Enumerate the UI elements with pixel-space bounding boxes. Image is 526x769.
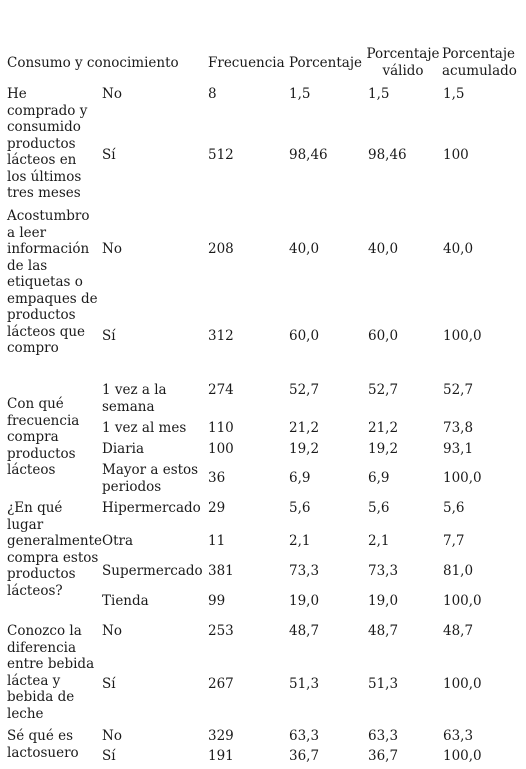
row-porcentaje: 21,2 (289, 420, 320, 436)
row-valido: 21,2 (368, 420, 399, 436)
row-acumulado: 5,6 (443, 500, 465, 516)
row-acumulado: 7,7 (443, 533, 465, 549)
row-porcentaje: 19,2 (289, 441, 320, 457)
row-option: Supermercado (102, 563, 203, 579)
row-option: 1 vez al mes (102, 420, 187, 436)
row-frecuencia: 381 (208, 563, 234, 579)
row-valido: 2,1 (368, 533, 390, 549)
row-valido: 19,0 (368, 593, 399, 609)
row-acumulado: 100,0 (443, 328, 482, 344)
row-valido: 5,6 (368, 500, 390, 516)
row-frecuencia: 253 (208, 623, 234, 639)
row-acumulado: 81,0 (443, 563, 474, 579)
row-porcentaje: 98,46 (289, 147, 328, 163)
group-label: ¿En qué lugar generalmente compra estos … (7, 500, 103, 599)
row-option: Hipermercado (102, 500, 201, 516)
row-porcentaje: 48,7 (289, 623, 320, 639)
row-frecuencia: 11 (208, 533, 226, 549)
header-porcentaje-valido: Porcentaje válido (366, 46, 440, 79)
row-frecuencia: 99 (208, 593, 226, 609)
row-option: Sí (102, 748, 116, 764)
row-option: Diaria (102, 441, 145, 457)
row-valido: 73,3 (368, 563, 399, 579)
group-label: He comprado y consumido productos lácteo… (7, 86, 88, 201)
row-valido: 51,3 (368, 676, 399, 692)
row-acumulado: 48,7 (443, 623, 474, 639)
row-frecuencia: 191 (208, 748, 234, 764)
row-option: Mayor a estos periodos (102, 462, 199, 495)
group-label: Sé qué es lactosuero (7, 728, 79, 761)
row-acumulado: 100,0 (443, 676, 482, 692)
row-option: Otra (102, 533, 133, 549)
row-frecuencia: 8 (208, 86, 217, 102)
header-frecuencia: Frecuencia (208, 55, 285, 71)
row-frecuencia: 36 (208, 470, 226, 486)
row-valido: 60,0 (368, 328, 399, 344)
row-valido: 1,5 (368, 86, 390, 102)
header-porcentaje: Porcentaje (289, 55, 363, 71)
row-frecuencia: 312 (208, 328, 234, 344)
row-acumulado: 100,0 (443, 748, 482, 764)
row-acumulado: 52,7 (443, 382, 474, 398)
row-option: Sí (102, 676, 116, 692)
row-valido: 98,46 (368, 147, 407, 163)
row-valido: 19,2 (368, 441, 399, 457)
row-porcentaje: 1,5 (289, 86, 311, 102)
row-option: No (102, 241, 122, 257)
row-option: Tienda (102, 593, 149, 609)
row-acumulado: 40,0 (443, 241, 474, 257)
row-porcentaje: 73,3 (289, 563, 320, 579)
row-acumulado: 1,5 (443, 86, 465, 102)
row-valido: 36,7 (368, 748, 399, 764)
row-option: No (102, 86, 122, 102)
row-option: No (102, 728, 122, 744)
group-label: Acostumbro a leer información de las eti… (7, 208, 98, 356)
row-option: No (102, 623, 122, 639)
row-porcentaje: 51,3 (289, 676, 320, 692)
row-valido: 6,9 (368, 470, 390, 486)
row-option: Sí (102, 328, 116, 344)
row-acumulado: 73,8 (443, 420, 474, 436)
row-porcentaje: 60,0 (289, 328, 320, 344)
row-acumulado: 93,1 (443, 441, 474, 457)
row-frecuencia: 274 (208, 382, 234, 398)
row-porcentaje: 2,1 (289, 533, 311, 549)
row-valido: 63,3 (368, 728, 399, 744)
row-frecuencia: 29 (208, 500, 226, 516)
row-acumulado: 100,0 (443, 470, 482, 486)
row-frecuencia: 512 (208, 147, 234, 163)
row-acumulado: 100 (443, 147, 469, 163)
group-label: Con qué frecuencia compra productos láct… (7, 396, 80, 478)
row-porcentaje: 5,6 (289, 500, 311, 516)
header-consumo: Consumo y conocimiento (7, 55, 179, 71)
row-frecuencia: 208 (208, 241, 234, 257)
row-option: 1 vez a la semana (102, 382, 167, 415)
row-acumulado: 63,3 (443, 728, 474, 744)
row-porcentaje: 19,0 (289, 593, 320, 609)
row-frecuencia: 329 (208, 728, 234, 744)
row-porcentaje: 6,9 (289, 470, 311, 486)
row-valido: 48,7 (368, 623, 399, 639)
header-porcentaje-acumulado: Porcentaje acumulado (442, 46, 517, 79)
group-label: Conozco la diferencia entre bebida lácte… (7, 623, 95, 722)
row-acumulado: 100,0 (443, 593, 482, 609)
row-valido: 52,7 (368, 382, 399, 398)
row-frecuencia: 110 (208, 420, 234, 436)
row-porcentaje: 63,3 (289, 728, 320, 744)
row-porcentaje: 36,7 (289, 748, 320, 764)
row-frecuencia: 267 (208, 676, 234, 692)
row-option: Sí (102, 147, 116, 163)
row-porcentaje: 52,7 (289, 382, 320, 398)
row-valido: 40,0 (368, 241, 399, 257)
row-frecuencia: 100 (208, 441, 234, 457)
row-porcentaje: 40,0 (289, 241, 320, 257)
